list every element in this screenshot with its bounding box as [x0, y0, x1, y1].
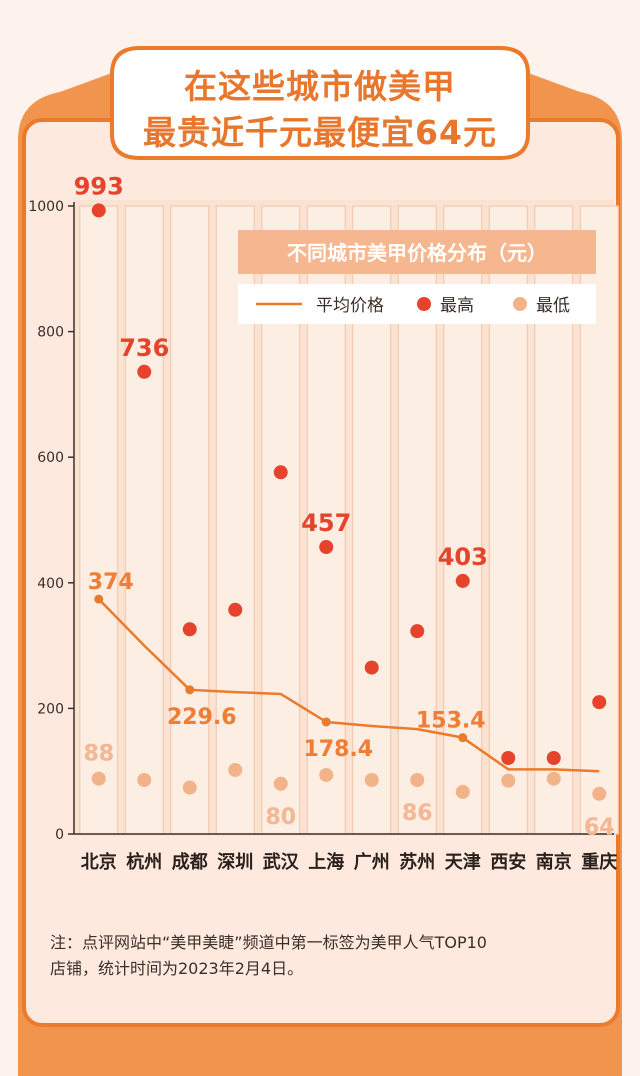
x-tick-label: 成都 [172, 851, 208, 873]
value-label: 736 [119, 334, 169, 362]
value-label: 993 [74, 172, 124, 200]
average-point [458, 733, 468, 743]
min-point [182, 780, 197, 795]
max-point [319, 540, 334, 555]
title-bubble [110, 46, 530, 160]
value-label: 457 [301, 509, 351, 537]
min-point [364, 772, 379, 787]
max-point [410, 624, 425, 639]
max-point [592, 695, 607, 710]
min-point [273, 776, 288, 791]
legend-min-label: 最低 [536, 296, 570, 316]
max-point [182, 622, 197, 637]
x-tick-label: 重庆 [581, 851, 617, 873]
x-tick-label: 南京 [536, 851, 572, 873]
min-point [455, 784, 470, 799]
min-point [91, 771, 106, 786]
value-label: 153.4 [416, 709, 486, 734]
value-label: 178.4 [303, 737, 373, 762]
x-tick-label: 杭州 [126, 851, 162, 873]
max-point [455, 573, 470, 588]
max-point [273, 465, 288, 480]
min-point [501, 773, 516, 788]
min-point [137, 772, 152, 787]
value-label: 374 [88, 570, 134, 595]
value-label: 80 [265, 805, 296, 830]
min-point [592, 786, 607, 801]
max-point [137, 364, 152, 379]
value-label: 403 [438, 543, 488, 571]
average-point [94, 594, 104, 604]
legend-average-label: 平均价格 [316, 296, 384, 316]
value-label: 64 [584, 815, 615, 840]
y-tick-label: 400 [37, 576, 64, 592]
value-label: 229.6 [167, 705, 237, 730]
min-point [228, 762, 243, 777]
legend-max-dot [417, 297, 431, 311]
x-tick-label: 北京 [81, 851, 117, 873]
y-tick-label: 800 [37, 325, 64, 341]
x-tick-label: 上海 [308, 851, 344, 873]
x-tick-label: 苏州 [399, 851, 435, 873]
max-point [228, 602, 243, 617]
column-3 [170, 205, 210, 835]
footnote-line-1: 注：点评网站中“美甲美睫”频道中第一标签为美甲人气TOP10 [50, 933, 487, 952]
y-tick-label: 600 [37, 450, 64, 466]
legend-title: 不同城市美甲价格分布（元） [287, 241, 547, 265]
max-point [91, 203, 106, 218]
x-tick-label: 西安 [490, 851, 526, 873]
legend-max-label: 最高 [440, 296, 474, 316]
legend: 不同城市美甲价格分布（元） 平均价格 最高 最低 [238, 230, 596, 324]
average-point [321, 717, 331, 727]
max-point [501, 751, 516, 766]
min-point [319, 767, 334, 782]
x-tick-label: 广州 [354, 851, 390, 873]
average-price-line [97, 598, 600, 773]
max-point [364, 660, 379, 675]
title-line-2: 最贵近千元最便宜64元 [143, 113, 497, 152]
average-point [185, 685, 195, 695]
min-point [546, 771, 561, 786]
y-tick-label: 1000 [28, 199, 64, 215]
y-tick-label: 200 [37, 701, 64, 717]
footnote: 注：点评网站中“美甲美睫”频道中第一标签为美甲人气TOP10 店铺，统计时间为2… [50, 930, 620, 982]
column-1 [79, 205, 119, 835]
x-tick-label: 武汉 [263, 852, 300, 873]
legend-title-box [238, 230, 596, 274]
max-point [546, 751, 561, 766]
column-2 [124, 205, 164, 835]
x-tick-label: 天津 [445, 851, 481, 873]
x-tick-label: 深圳 [217, 851, 253, 873]
value-label: 86 [402, 801, 433, 826]
title-line-1: 在这些城市做美甲 [184, 67, 456, 106]
footnote-line-2: 店铺，统计时间为2023年2月4日。 [50, 959, 304, 978]
value-label: 88 [83, 742, 114, 767]
y-tick-label: 0 [55, 827, 64, 843]
min-point [410, 772, 425, 787]
legend-min-dot [513, 297, 527, 311]
